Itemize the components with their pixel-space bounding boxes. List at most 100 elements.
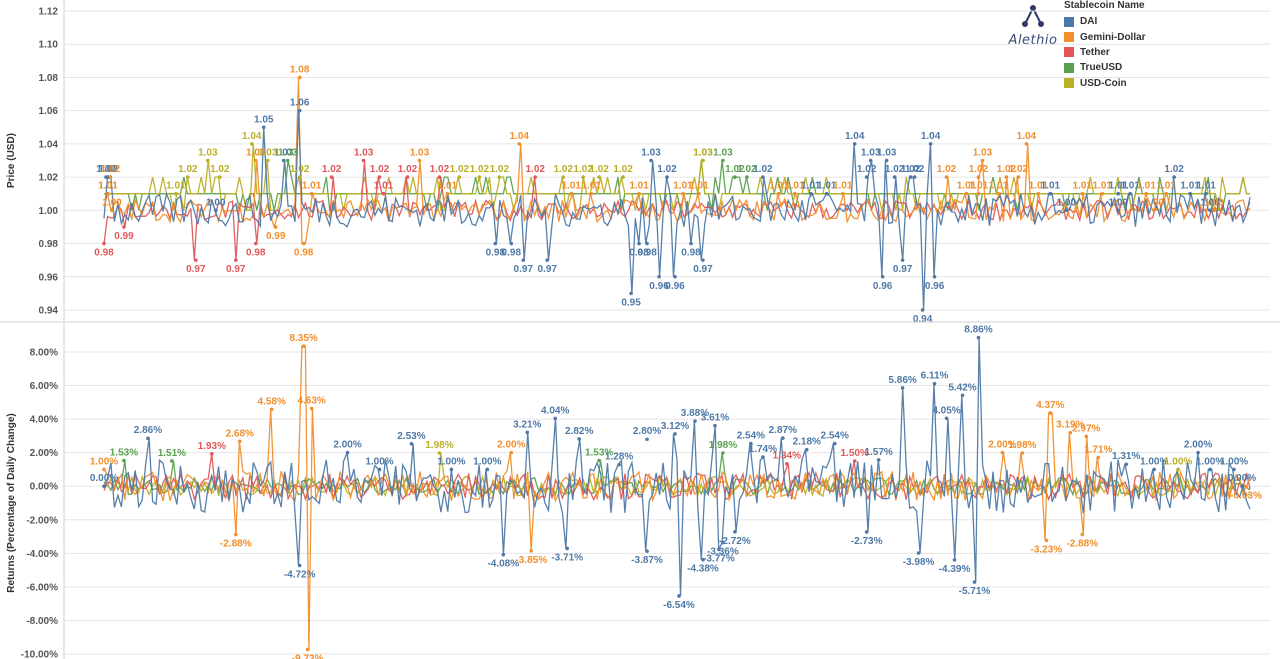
data-label: 4.37% xyxy=(1036,400,1064,411)
data-point xyxy=(761,175,765,179)
data-point xyxy=(521,258,526,262)
data-point xyxy=(597,175,601,179)
data-label: 1.02 xyxy=(753,164,773,175)
legend-swatch xyxy=(1064,78,1074,89)
data-point xyxy=(553,416,558,421)
data-point xyxy=(689,241,693,246)
data-point xyxy=(1188,191,1192,196)
data-label: 1.01 xyxy=(1196,181,1216,192)
data-label: 0.96 xyxy=(665,281,685,292)
data-label: 1.03 xyxy=(278,148,298,159)
legend-item-tether[interactable]: Tether xyxy=(1064,45,1146,60)
y-tick-label: 0.94 xyxy=(39,306,59,317)
data-label: 1.03 xyxy=(973,148,993,159)
data-label: 1.01 xyxy=(957,181,977,192)
data-point xyxy=(174,191,178,196)
legend-swatch xyxy=(1064,32,1074,43)
data-point xyxy=(645,437,649,442)
data-label: 0.98 xyxy=(294,248,314,259)
data-label: 1.02 xyxy=(100,164,120,175)
data-label: 1.02 xyxy=(657,164,677,175)
data-label: 1.02 xyxy=(901,164,921,175)
data-label: 1.02 xyxy=(370,164,390,175)
data-label: 1.02 xyxy=(490,164,510,175)
data-label: 1.01 xyxy=(1041,181,1061,192)
data-point xyxy=(525,430,530,435)
data-label: 1.57% xyxy=(864,447,892,458)
data-label: 3.12% xyxy=(661,421,689,432)
data-point xyxy=(449,467,454,472)
data-point xyxy=(912,175,917,179)
data-point xyxy=(996,191,1001,196)
data-label: 1.98% xyxy=(1008,440,1036,451)
data-label: 1.01 xyxy=(801,181,821,192)
y-tick-label: -4.00% xyxy=(26,549,58,560)
data-label: 0.96 xyxy=(649,281,669,292)
data-point xyxy=(657,274,661,279)
data-label: 1.02 xyxy=(178,164,198,175)
data-label: 0.95 xyxy=(621,297,641,308)
data-point xyxy=(1172,175,1176,179)
data-label: 5.86% xyxy=(888,375,916,386)
data-label: 1.02 xyxy=(737,164,757,175)
data-point xyxy=(297,75,302,80)
data-point xyxy=(673,432,677,436)
data-point xyxy=(533,175,538,179)
data-label: 1.01 xyxy=(769,181,789,192)
data-label: 1.04 xyxy=(1017,131,1037,142)
data-point xyxy=(1048,191,1053,196)
data-point xyxy=(110,208,114,213)
data-label: 3.88% xyxy=(681,408,709,419)
data-label: 1.28% xyxy=(605,452,633,463)
legend-item-dai[interactable]: DAI xyxy=(1064,14,1146,29)
data-label: 4.05% xyxy=(932,405,960,416)
data-point xyxy=(697,191,701,196)
data-point xyxy=(761,455,765,459)
data-label: 0.98 xyxy=(502,248,522,259)
data-label: 1.02 xyxy=(322,164,342,175)
data-label: 1.00 xyxy=(1200,197,1220,208)
data-point xyxy=(944,175,949,179)
data-point xyxy=(285,158,290,163)
legend-swatch xyxy=(1064,47,1074,58)
data-label: 1.03 xyxy=(641,148,661,159)
data-point xyxy=(417,158,422,163)
data-point xyxy=(561,175,565,179)
data-point xyxy=(645,549,649,553)
legend-swatch xyxy=(1064,62,1074,73)
data-label: 2.86% xyxy=(134,425,162,436)
data-label: 0.96 xyxy=(925,281,945,292)
data-label: -3.98% xyxy=(903,557,935,568)
data-label: 1.98% xyxy=(709,440,737,451)
data-point xyxy=(214,208,218,213)
data-label: 1.02 xyxy=(857,164,877,175)
data-label: -5.71% xyxy=(959,586,991,597)
legend-item-gemini-dollar[interactable]: Gemini-Dollar xyxy=(1064,29,1146,44)
legend-item-trueusd[interactable]: TrueUSD xyxy=(1064,60,1146,75)
data-label: 1.01 xyxy=(833,181,853,192)
data-label: 1.02 xyxy=(885,164,905,175)
data-point xyxy=(1212,208,1216,213)
data-label: 1.98% xyxy=(425,440,453,451)
data-label: 1.02 xyxy=(430,164,450,175)
data-label: 8.35% xyxy=(289,333,317,344)
data-point xyxy=(146,436,150,441)
y-tick-label: -8.00% xyxy=(26,616,58,627)
data-label: -2.72% xyxy=(719,536,751,547)
legend-item-usd-coin[interactable]: USD-Coin xyxy=(1064,76,1146,91)
data-point xyxy=(852,459,857,463)
data-label: 1.03 xyxy=(246,148,266,159)
data-point xyxy=(445,191,450,196)
data-point xyxy=(1084,434,1089,439)
data-label: 1.00 xyxy=(102,197,122,208)
data-point xyxy=(237,439,242,444)
data-label: 1.02 xyxy=(1009,164,1029,175)
data-label: 1.01 xyxy=(689,181,709,192)
data-label: 1.01 xyxy=(817,181,837,192)
data-point xyxy=(1208,208,1212,213)
data-label: 1.01 xyxy=(1108,181,1128,192)
data-point xyxy=(781,436,785,440)
data-point xyxy=(217,175,222,179)
data-point xyxy=(785,461,789,466)
